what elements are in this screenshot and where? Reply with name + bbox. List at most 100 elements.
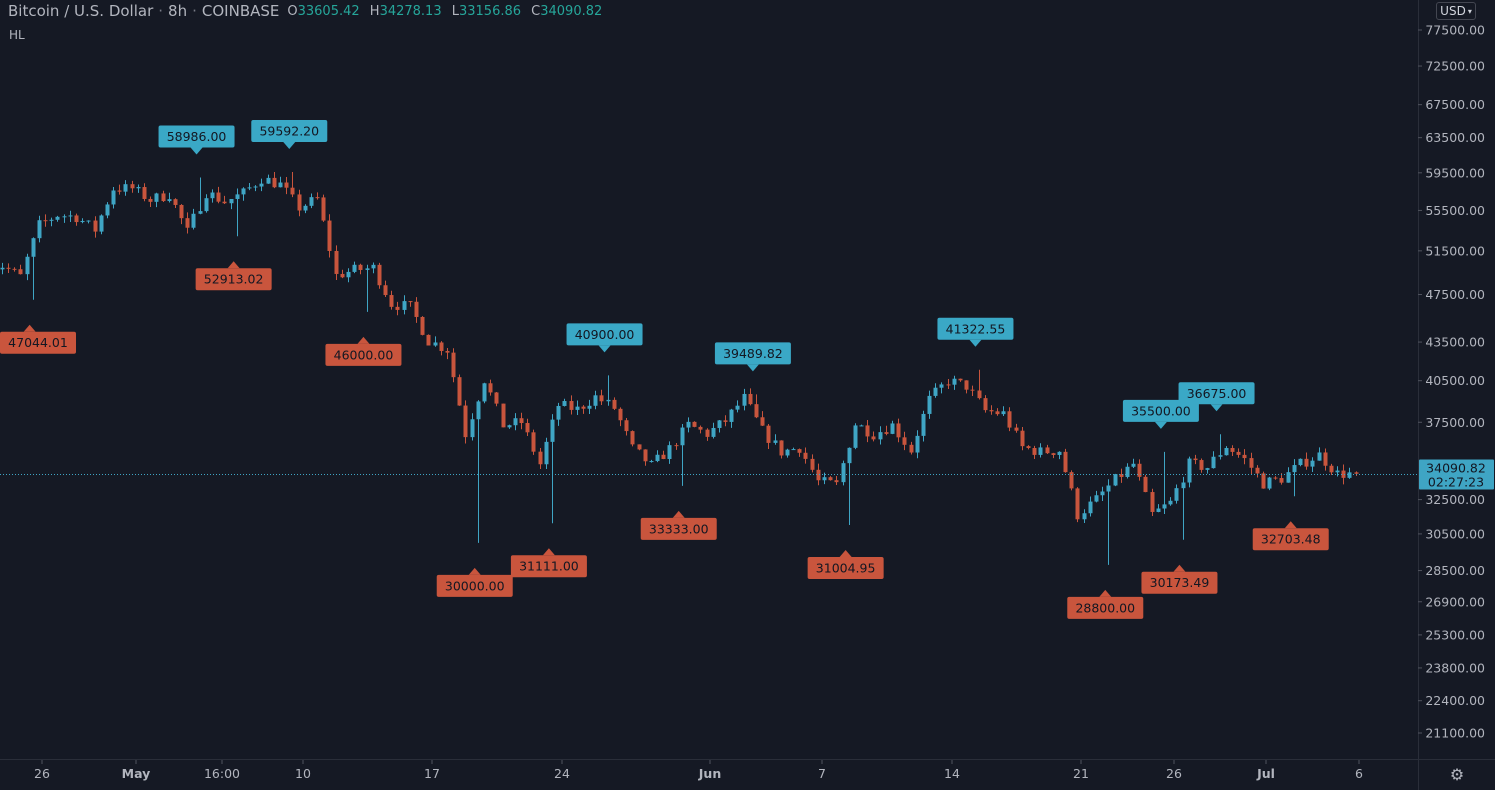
candle-body [834, 480, 839, 483]
candle [1199, 458, 1204, 473]
candle [130, 180, 135, 193]
candle [18, 264, 23, 275]
swing-value: 28800.00 [1075, 600, 1135, 615]
candle [1007, 407, 1012, 432]
symbol-name[interactable]: Bitcoin / U.S. Dollar [8, 2, 154, 20]
candle [1193, 454, 1198, 465]
candle-body [303, 205, 308, 211]
candle [470, 413, 475, 441]
time-axis[interactable]: 26 May 16:00 10 17 24 Jun 7 14 21 26 Jul 6 [34, 760, 1363, 781]
candle-body [637, 444, 642, 450]
candle [797, 448, 802, 457]
candle [136, 184, 141, 193]
candle-body [1156, 508, 1161, 512]
candle [847, 447, 852, 526]
last-price-badge [1419, 459, 1494, 490]
candle [1335, 466, 1340, 477]
candle-body [93, 220, 98, 232]
candle-body [358, 264, 363, 270]
candle [958, 378, 963, 382]
candle [952, 375, 957, 390]
candle [1020, 426, 1025, 451]
candle [828, 476, 833, 481]
candle-body [229, 198, 234, 204]
candle-body [909, 444, 914, 453]
swing-low-label: 47044.01 [0, 324, 76, 354]
candle-body [1032, 447, 1037, 455]
candle-body [1347, 472, 1352, 478]
candle [297, 189, 302, 217]
candle [581, 405, 586, 414]
candle [408, 300, 413, 307]
gear-icon[interactable]: ⚙ [1449, 765, 1465, 784]
swing-value: 30173.49 [1150, 575, 1210, 590]
y-tick-label: 21100.00 [1425, 726, 1485, 741]
candle-body [550, 419, 555, 442]
candle [358, 263, 363, 275]
candle-body [241, 188, 246, 195]
candle-body [791, 449, 796, 451]
candle-body [1205, 468, 1210, 470]
candle [1082, 509, 1087, 524]
candle [1156, 504, 1161, 513]
candle [680, 424, 685, 486]
candle [321, 194, 326, 222]
candle-body [365, 268, 370, 270]
symbol-legend[interactable]: Bitcoin / U.S. Dollar · 8h · COINBASE O3… [8, 2, 602, 20]
candle [630, 430, 635, 447]
candle [1292, 459, 1297, 497]
candle-body [1051, 453, 1056, 455]
price-axis[interactable]: 77500.00 72500.00 67500.00 63500.00 59500.00… [1418, 23, 1485, 741]
candle-body [630, 431, 635, 445]
candle-body [198, 211, 203, 214]
candle [1063, 448, 1068, 473]
candle [1094, 490, 1099, 503]
candle-body [161, 193, 166, 202]
candle [878, 426, 883, 445]
candle [241, 187, 246, 201]
candle [272, 171, 277, 189]
candle [266, 174, 271, 184]
candle-body [1143, 476, 1148, 493]
candle-body [1007, 411, 1012, 428]
swing-value: 30000.00 [445, 578, 505, 593]
candle [1218, 434, 1223, 460]
candle-body [915, 435, 920, 453]
candle [1304, 452, 1309, 470]
candle-body [68, 215, 73, 217]
candle-body [562, 401, 567, 406]
candle-body [62, 216, 67, 218]
candle-body [519, 418, 524, 424]
candle [334, 245, 339, 280]
y-tick-label: 26900.00 [1425, 594, 1485, 609]
candle [445, 348, 450, 360]
candle-body [377, 264, 382, 286]
candle-body [352, 264, 357, 272]
candle [1242, 449, 1247, 465]
candle [1051, 452, 1056, 459]
candle-body [130, 184, 135, 189]
candle-body [884, 432, 889, 434]
candle [55, 215, 60, 222]
candle [989, 405, 994, 415]
candle [1014, 423, 1019, 433]
candle [735, 400, 740, 413]
indicator-label[interactable]: HL [9, 28, 25, 42]
currency-dropdown[interactable]: USD ▾ [1436, 2, 1476, 20]
candle-body [123, 184, 128, 192]
swing-value: 59592.20 [259, 123, 319, 138]
candle [290, 171, 295, 198]
candle-body [55, 216, 60, 220]
candle-body [995, 411, 1000, 415]
candle-body [185, 218, 190, 228]
candle [0, 262, 5, 275]
candle-body [958, 378, 963, 381]
candle-body [18, 269, 23, 275]
x-tick-label: 24 [554, 766, 570, 781]
candle [259, 178, 264, 192]
candle-body [1193, 458, 1198, 461]
candle [760, 411, 765, 427]
candle-body [989, 410, 994, 412]
interval-label[interactable]: 8h [168, 2, 188, 20]
